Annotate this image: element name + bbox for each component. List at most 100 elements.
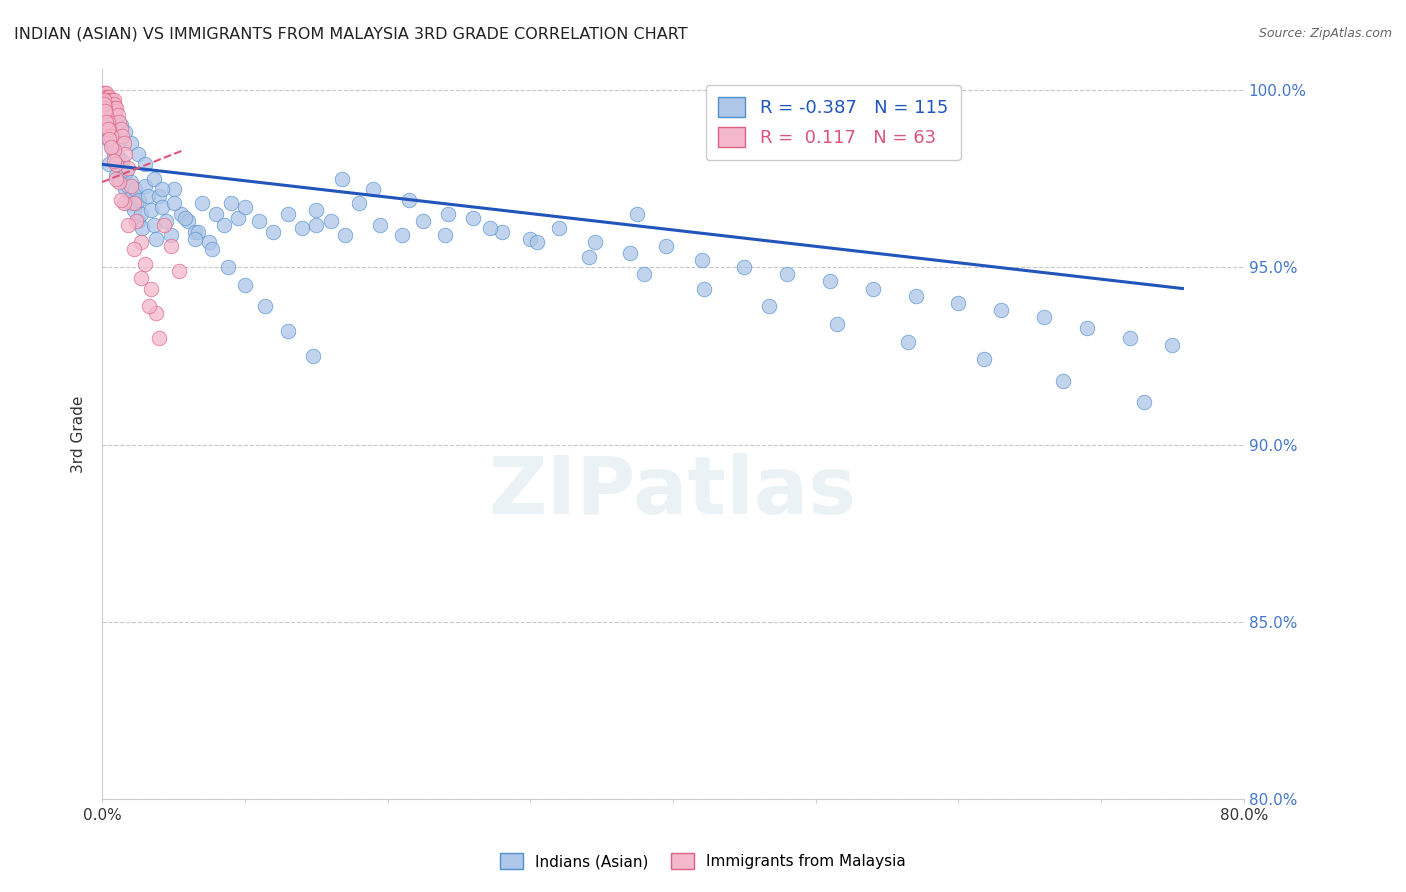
Point: [103, 94, 125, 108]
Point: [825, 317, 848, 331]
Point: [121, 189, 143, 203]
Point: [125, 196, 148, 211]
Point: [100, 108, 122, 122]
Point: [104, 121, 127, 136]
Point: [302, 349, 325, 363]
Point: [138, 299, 160, 313]
Point: [112, 136, 135, 150]
Point: [776, 268, 799, 282]
Point: [129, 271, 152, 285]
Point: [162, 196, 184, 211]
Point: [110, 118, 132, 132]
Point: [98, 157, 121, 171]
Point: [191, 196, 214, 211]
Point: [114, 125, 136, 139]
Point: [110, 132, 132, 146]
Point: [277, 207, 299, 221]
Point: [398, 193, 420, 207]
Point: [97, 132, 120, 146]
Point: [127, 146, 149, 161]
Point: [690, 253, 713, 268]
Point: [436, 207, 458, 221]
Point: [333, 228, 356, 243]
Point: [110, 193, 132, 207]
Point: [948, 295, 970, 310]
Point: [127, 214, 149, 228]
Point: [169, 264, 191, 278]
Text: ZIPatlas: ZIPatlas: [489, 453, 858, 532]
Point: [973, 352, 995, 367]
Point: [904, 288, 927, 302]
Point: [170, 207, 193, 221]
Point: [120, 136, 142, 150]
Point: [150, 200, 173, 214]
Point: [1161, 338, 1184, 352]
Point: [655, 239, 678, 253]
Point: [1052, 374, 1074, 388]
Point: [291, 221, 314, 235]
Point: [96, 108, 118, 122]
Point: [122, 203, 145, 218]
Point: [159, 228, 181, 243]
Point: [101, 139, 124, 153]
Point: [330, 171, 353, 186]
Point: [98, 132, 121, 146]
Point: [97, 94, 120, 108]
Point: [125, 214, 148, 228]
Point: [1133, 395, 1156, 409]
Point: [100, 97, 122, 112]
Point: [578, 250, 600, 264]
Point: [626, 207, 648, 221]
Point: [758, 299, 780, 313]
Point: [150, 182, 173, 196]
Point: [1118, 331, 1140, 345]
Point: [98, 94, 121, 108]
Point: [108, 175, 131, 189]
Point: [98, 90, 121, 104]
Point: [117, 161, 139, 175]
Point: [155, 214, 177, 228]
Point: [198, 235, 221, 250]
Point: [219, 196, 242, 211]
Point: [370, 218, 392, 232]
Point: [97, 90, 120, 104]
Point: [1076, 320, 1098, 334]
Point: [112, 168, 135, 182]
Point: [583, 235, 606, 250]
Point: [184, 232, 207, 246]
Point: [120, 178, 142, 193]
Point: [733, 260, 755, 275]
Point: [94, 104, 117, 119]
Point: [547, 221, 569, 235]
Point: [897, 334, 920, 349]
Point: [129, 207, 152, 221]
Point: [122, 243, 145, 257]
Text: Source: ZipAtlas.com: Source: ZipAtlas.com: [1258, 27, 1392, 40]
Point: [117, 178, 139, 193]
Point: [134, 257, 156, 271]
Point: [205, 207, 228, 221]
Point: [479, 221, 502, 235]
Point: [105, 112, 128, 126]
Point: [177, 214, 200, 228]
Point: [103, 143, 125, 157]
Point: [233, 277, 256, 292]
Point: [111, 128, 134, 143]
Point: [217, 260, 239, 275]
Point: [98, 121, 121, 136]
Point: [108, 114, 131, 128]
Point: [94, 90, 117, 104]
Point: [131, 221, 153, 235]
Legend: R = -0.387   N = 115, R =  0.117   N = 63: R = -0.387 N = 115, R = 0.117 N = 63: [706, 85, 960, 160]
Point: [111, 153, 134, 168]
Point: [105, 168, 128, 182]
Point: [104, 104, 127, 119]
Point: [94, 101, 117, 115]
Point: [105, 157, 128, 171]
Point: [187, 225, 209, 239]
Point: [103, 146, 125, 161]
Point: [391, 228, 413, 243]
Point: [118, 196, 141, 211]
Point: [363, 182, 385, 196]
Point: [122, 196, 145, 211]
